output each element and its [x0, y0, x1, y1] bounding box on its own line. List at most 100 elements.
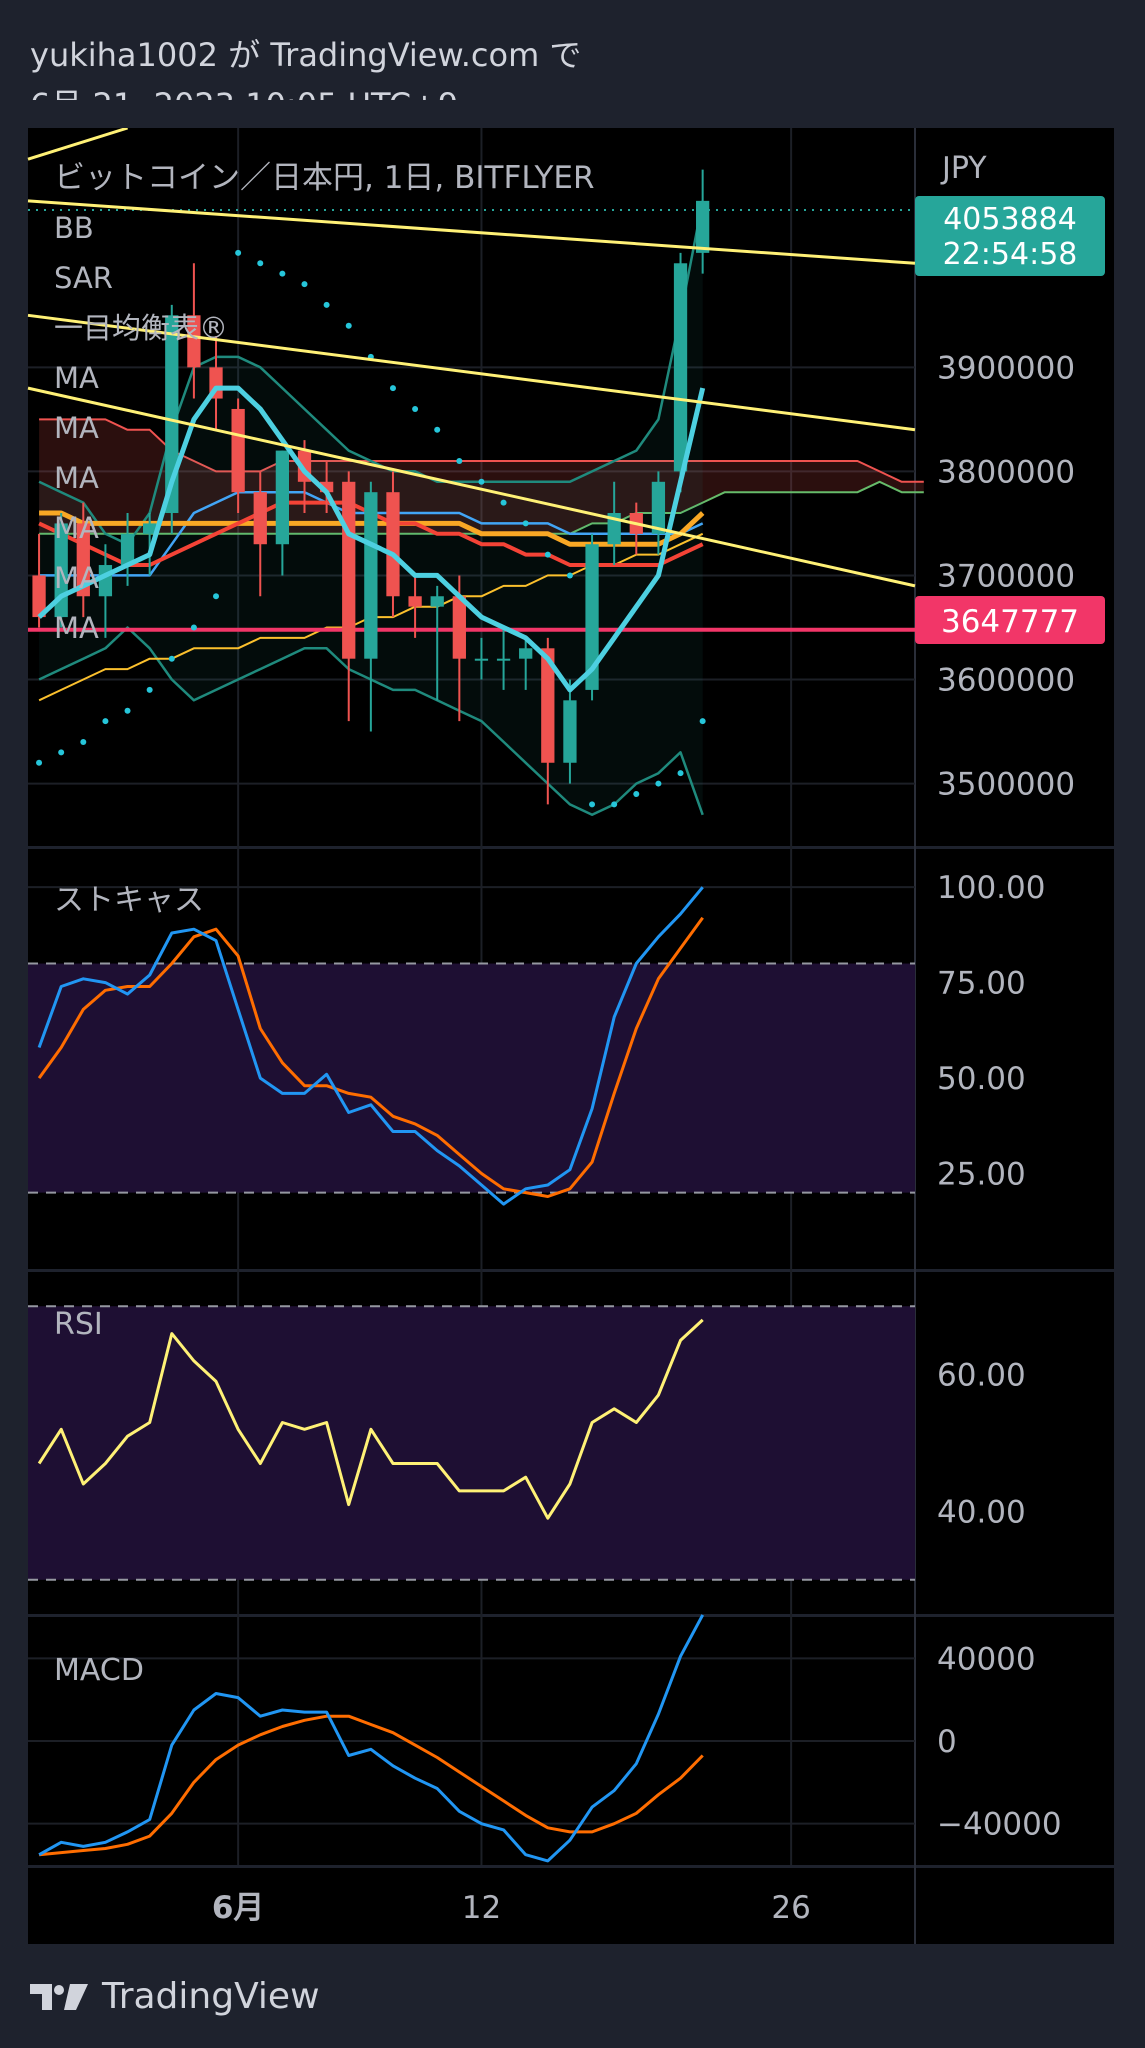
sar-dot [58, 749, 65, 756]
y-tick-label: 75.00 [937, 966, 1026, 1002]
candle-body[interactable] [364, 492, 378, 659]
trendline[interactable] [27, 313, 916, 432]
x-tick-label: 12 [462, 1890, 501, 1926]
y-tick-label: 0 [937, 1724, 957, 1760]
candle-body[interactable] [651, 481, 666, 534]
candle-body[interactable] [496, 658, 511, 661]
sar-dot [677, 770, 684, 777]
sar-dot [699, 718, 706, 725]
sar-dot [500, 499, 507, 506]
candle-body[interactable] [585, 544, 599, 690]
bb-upper [38, 200, 704, 546]
ma-fast [37, 385, 706, 693]
band-layer [28, 962, 915, 1581]
candle-body[interactable] [541, 648, 555, 763]
indicator-label-ichimoku[interactable]: 一目均衡表® [54, 311, 228, 345]
candle-body[interactable] [430, 596, 444, 607]
rsi-label[interactable]: RSI [54, 1307, 103, 1342]
sar-dot [257, 260, 264, 267]
y-tick-label: 40.00 [937, 1494, 1026, 1530]
last-price-value: 4053884 [943, 202, 1077, 237]
sar-dot [412, 405, 419, 412]
candle-body[interactable] [76, 523, 90, 597]
author-line: yukiha1002 が TradingView.com で [30, 36, 582, 74]
sar-dot [589, 801, 596, 808]
y-tick-label: 40000 [937, 1641, 1036, 1677]
candle-body[interactable] [319, 481, 334, 493]
overlay-lines [27, 126, 916, 1863]
indicator-label-ma-2[interactable]: MA [54, 411, 99, 445]
x-tick-label: 6月 [212, 1890, 265, 1926]
sar-dot [345, 322, 352, 329]
time-axis[interactable] [28, 1868, 1114, 1944]
candle-body[interactable] [474, 658, 489, 661]
trendline[interactable] [27, 126, 128, 161]
rsi-axis-ticks: 60.00 40.00 [937, 1358, 1026, 1531]
footer[interactable]: TradingView [30, 1976, 320, 2017]
sar-dot [434, 426, 441, 433]
indicator-label-ma-5[interactable]: MA [54, 561, 99, 595]
candle-body[interactable] [231, 408, 245, 493]
y-tick-label: 3500000 [937, 767, 1075, 803]
y-tick-label: 3900000 [937, 350, 1075, 386]
sar-dot [655, 780, 662, 787]
sar-dot [478, 478, 485, 485]
cloud-span-a [39, 418, 924, 483]
candle-body[interactable] [696, 200, 710, 253]
stoch-axis-ticks: 100.00 75.00 50.00 25.00 [937, 870, 1045, 1192]
y-tick-label: 3700000 [937, 558, 1075, 594]
y-tick-label: 100.00 [937, 870, 1045, 906]
sar-dot [323, 301, 330, 308]
candle-body[interactable] [253, 492, 267, 545]
y-tick-label: 25.00 [937, 1157, 1026, 1193]
candle-body[interactable] [342, 481, 356, 659]
macd-label[interactable]: MACD [54, 1653, 144, 1688]
currency-label: JPY [940, 151, 987, 186]
sar-dot [522, 520, 529, 527]
y-tick-label: −40000 [937, 1807, 1062, 1843]
indicator-label-ma-3[interactable]: MA [54, 461, 99, 495]
stoch-k-line [37, 886, 704, 1206]
sar-dot [611, 801, 618, 808]
candle-body[interactable] [563, 700, 577, 763]
level-price-value: 3647777 [941, 604, 1079, 640]
stoch-band [28, 963, 915, 1193]
sar-dot [389, 385, 396, 392]
candle-body[interactable] [673, 263, 688, 472]
candle-body[interactable] [120, 533, 135, 566]
trendline[interactable] [27, 386, 916, 588]
indicator-label-ma-4[interactable]: MA [54, 511, 99, 545]
indicator-label-bb[interactable]: BB [54, 211, 94, 245]
sar-dot [301, 281, 308, 288]
sar-dot [80, 738, 87, 745]
candle-body[interactable] [165, 315, 179, 514]
candle-body[interactable] [98, 565, 113, 597]
candle-body[interactable] [386, 492, 400, 597]
candle-body[interactable] [452, 596, 466, 659]
trendline[interactable] [27, 199, 916, 265]
candle-body[interactable] [32, 575, 46, 618]
stoch-label[interactable]: ストキャス [54, 883, 204, 918]
last-price-badge [915, 196, 1105, 276]
x-tick-label: 26 [771, 1890, 810, 1926]
sar-dot [544, 551, 551, 558]
indicator-label-ma-6[interactable]: MA [54, 611, 99, 645]
rsi-band [28, 1306, 915, 1580]
stoch-d-line [37, 916, 704, 1198]
sar-dot [124, 707, 131, 714]
sar-dot [633, 790, 640, 797]
bar-countdown: 22:54:58 [943, 237, 1078, 272]
macd-axis-ticks: 40000 0 −40000 [937, 1641, 1062, 1842]
indicator-label-ma-1[interactable]: MA [54, 361, 99, 395]
indicator-label-sar[interactable]: SAR [54, 261, 113, 295]
sar-dot [146, 686, 153, 693]
candle-body[interactable] [143, 523, 157, 534]
candle-body[interactable] [408, 596, 422, 607]
candle-body[interactable] [275, 450, 290, 545]
candle-body[interactable] [187, 315, 201, 368]
candle-body[interactable] [519, 648, 533, 659]
macd-signal-line [38, 1714, 704, 1857]
y-tick-label: 50.00 [937, 1061, 1026, 1097]
y-tick-label: 3800000 [937, 454, 1075, 490]
